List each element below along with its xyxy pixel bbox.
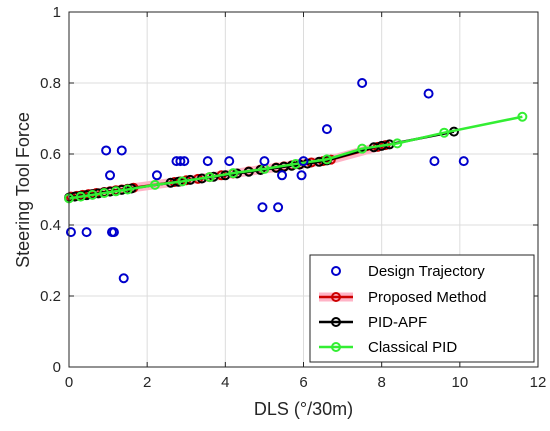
data-point — [357, 78, 368, 88]
series-layer — [64, 78, 528, 284]
data-point — [392, 138, 403, 149]
data-point — [228, 168, 239, 179]
data-point — [179, 156, 190, 167]
data-point — [99, 188, 110, 199]
legend-entry: Classical PID — [319, 339, 457, 356]
y-tick-label: 0.6 — [40, 146, 61, 163]
x-tick-label: 8 — [377, 374, 385, 391]
legend-entry: PID-APF — [319, 314, 427, 331]
x-tick-label: 12 — [530, 374, 547, 391]
x-tick-label: 10 — [451, 374, 468, 391]
data-point — [105, 170, 116, 181]
data-point — [423, 88, 434, 99]
data-point — [118, 273, 129, 284]
ticks: 0 2 4 6 8 10 12 0 0.2 0.4 0.6 0.8 1 — [40, 4, 546, 391]
data-point — [357, 143, 368, 154]
x-axis-label: DLS (°/30m) — [254, 399, 353, 419]
data-point — [439, 127, 450, 138]
data-point — [321, 154, 332, 165]
data-point — [298, 156, 309, 167]
y-tick-label: 0.4 — [40, 217, 61, 234]
y-axis-label: Steering Tool Force — [13, 112, 33, 268]
data-point — [273, 202, 284, 213]
data-point — [296, 170, 307, 181]
data-point — [65, 227, 76, 238]
data-point — [202, 156, 213, 167]
x-tick-label: 0 — [65, 374, 73, 391]
legend-label: Design Trajectory — [368, 263, 485, 280]
data-point — [122, 184, 133, 195]
x-tick-label: 2 — [143, 374, 151, 391]
data-point — [81, 227, 92, 238]
data-point — [151, 170, 162, 181]
x-tick-label: 4 — [221, 374, 229, 391]
legend-label: Classical PID — [368, 339, 457, 356]
data-point — [458, 156, 469, 167]
data-point — [224, 156, 235, 167]
legend-label: Proposed Method — [368, 289, 486, 306]
data-point — [175, 156, 186, 167]
data-point — [257, 202, 268, 213]
data-point — [87, 189, 98, 200]
series-design-trajectory — [65, 78, 469, 284]
legend-marker — [331, 342, 341, 352]
legend-entry: Design Trajectory — [331, 263, 485, 280]
data-point — [204, 172, 215, 183]
data-point — [517, 111, 528, 122]
legend-marker — [331, 317, 341, 327]
data-point — [75, 191, 86, 202]
data-point — [110, 186, 121, 197]
data-point — [101, 145, 112, 156]
legend-marker — [331, 266, 341, 276]
data-point — [177, 176, 188, 187]
legend: Design Trajectory Proposed Method PID-APF C… — [309, 254, 535, 363]
y-tick-label: 0 — [53, 359, 61, 376]
legend-box — [309, 254, 535, 363]
x-tick-label: 6 — [299, 374, 307, 391]
legend-marker — [331, 292, 341, 302]
series-classical-pid — [64, 111, 528, 204]
y-tick-label: 0.8 — [40, 75, 61, 92]
data-point — [259, 156, 270, 167]
y-tick-label: 1 — [53, 4, 61, 21]
y-tick-label: 0.2 — [40, 288, 61, 305]
data-point — [108, 227, 119, 238]
legend-entry: Proposed Method — [319, 289, 486, 306]
data-point — [149, 179, 160, 190]
legend-label: PID-APF — [368, 314, 427, 331]
data-point — [429, 156, 440, 167]
data-point — [116, 145, 127, 156]
data-point — [321, 124, 332, 135]
data-point — [277, 170, 287, 181]
